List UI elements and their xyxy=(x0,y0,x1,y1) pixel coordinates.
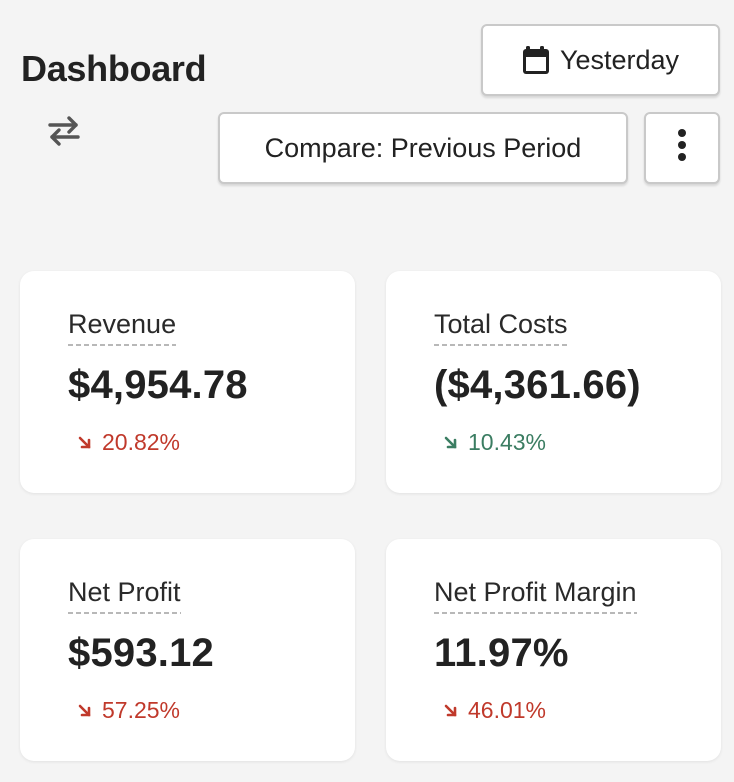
metric-label[interactable]: Revenue xyxy=(68,309,177,346)
metric-value: $593.12 xyxy=(68,631,214,675)
more-vertical-icon xyxy=(677,128,687,169)
metric-change: 20.82% xyxy=(78,429,180,456)
metric-label[interactable]: Net Profit Margin xyxy=(434,577,637,614)
metric-value: ($4,361.66) xyxy=(434,363,641,407)
arrow-down-right-icon xyxy=(444,704,458,718)
metric-change-value: 57.25% xyxy=(102,697,181,723)
date-range-label: Yesterday xyxy=(559,44,680,75)
date-range-button[interactable]: Yesterday xyxy=(481,24,720,96)
metric-card-net-profit-margin: Net Profit Margin 11.97% 46.01% xyxy=(386,539,721,761)
metric-value: 11.97% xyxy=(434,631,569,675)
metric-card-net-profit: Net Profit $593.12 57.25% xyxy=(20,539,355,761)
page-title: Dashboard xyxy=(21,48,207,89)
metric-label[interactable]: Net Profit xyxy=(68,577,181,614)
calendar-icon xyxy=(522,45,552,75)
arrow-down-right-icon xyxy=(78,436,92,450)
arrow-down-right-icon xyxy=(444,436,458,450)
metric-value: $4,954.78 xyxy=(68,363,248,407)
metric-change: 46.01% xyxy=(444,697,546,724)
metric-change-value: 10.43% xyxy=(468,429,547,455)
metric-change: 10.43% xyxy=(444,429,546,456)
metric-change: 57.25% xyxy=(78,697,180,724)
more-options-button[interactable] xyxy=(644,112,720,184)
swap-arrows-icon[interactable] xyxy=(44,110,84,150)
metric-card-total-costs: Total Costs ($4,361.66) 10.43% xyxy=(386,271,721,493)
compare-button[interactable]: Compare: Previous Period xyxy=(218,112,628,184)
metric-card-revenue: Revenue $4,954.78 20.82% xyxy=(20,271,355,493)
metric-label[interactable]: Total Costs xyxy=(434,309,568,346)
metric-change-value: 46.01% xyxy=(468,697,547,723)
compare-label: Compare: Previous Period xyxy=(264,132,582,163)
metric-change-value: 20.82% xyxy=(102,429,181,455)
arrow-down-right-icon xyxy=(78,704,92,718)
